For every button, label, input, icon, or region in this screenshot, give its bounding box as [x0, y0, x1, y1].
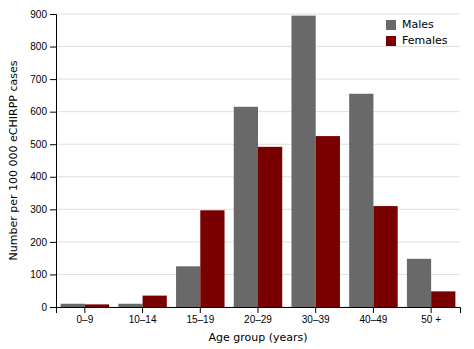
tick-label: 200 [30, 237, 47, 248]
grid-line [56, 79, 460, 80]
tick-label: 400 [30, 171, 47, 182]
tick: 700 [30, 74, 56, 85]
bar-series [61, 16, 432, 307]
bar-series [85, 136, 456, 307]
legend-swatch [386, 20, 396, 30]
bar [316, 136, 340, 307]
tick: 20–29 [244, 307, 272, 325]
tick-mark [50, 274, 56, 275]
bar [349, 94, 373, 307]
tick: 500 [30, 139, 56, 150]
bar [373, 206, 397, 307]
tick-label: 600 [30, 106, 47, 117]
axis-line [50, 15, 57, 308]
bar [291, 16, 315, 307]
tick-mark [50, 47, 56, 48]
tick: 600 [30, 106, 56, 117]
x-axis: 0–9 10–14 15–19 20–29 30–39 40–49 50 + [57, 307, 461, 325]
tick: 900 [30, 9, 56, 20]
legend-swatch [386, 36, 396, 46]
bar [234, 107, 258, 307]
tick: 40–49 [360, 307, 388, 325]
legend-label: Females [402, 34, 448, 47]
legend-item: Males [386, 18, 434, 31]
chart: 0 100 200 300 400 500 600 700 800 900 0–9 10–14 15–1… [0, 0, 474, 349]
tick-mark [50, 242, 56, 243]
x-axis-title: Age group (years) [208, 331, 307, 344]
tick: 400 [30, 171, 56, 182]
tick-label: 300 [30, 204, 47, 215]
tick: 800 [30, 41, 56, 52]
tick-label: 20–29 [244, 314, 272, 325]
bars [61, 16, 456, 307]
legend-label: Males [402, 18, 434, 31]
grid-line [56, 46, 460, 47]
tick: 100 [30, 269, 56, 280]
bar [431, 291, 455, 307]
tick-mark [50, 307, 56, 308]
tick: 15–19 [186, 307, 214, 325]
tick-label: 10–14 [129, 314, 157, 325]
tick-label: 50 + [421, 314, 441, 325]
tick-label: 0–9 [77, 314, 94, 325]
tick-mark [315, 307, 316, 313]
bar [118, 304, 142, 307]
y-axis-title: Number per 100 000 eCHIRPP cases [7, 60, 20, 260]
grid [56, 14, 460, 307]
tick-mark [50, 209, 56, 210]
tick-mark [50, 112, 56, 113]
tick-label: 500 [30, 139, 47, 150]
legend: Males Females [386, 18, 448, 47]
bar [200, 210, 224, 307]
tick-label: 15–19 [186, 314, 214, 325]
grid-line [56, 14, 460, 15]
tick-mark [50, 79, 56, 80]
bar [258, 147, 282, 307]
bar [176, 266, 200, 307]
tick-label: 40–49 [360, 314, 388, 325]
tick: 0–9 [77, 307, 94, 325]
tick-mark [258, 307, 259, 313]
tick: 30–39 [302, 307, 330, 325]
tick-mark [84, 307, 85, 313]
y-axis: 0 100 200 300 400 500 600 700 800 900 [30, 9, 56, 313]
bar [61, 304, 85, 307]
tick: 10–14 [129, 307, 157, 325]
bar [407, 259, 431, 307]
tick-label: 30–39 [302, 314, 330, 325]
tick-mark [200, 307, 201, 313]
tick: 200 [30, 237, 56, 248]
bar [143, 296, 167, 307]
tick-label: 100 [30, 269, 47, 280]
tick-label: 900 [30, 9, 47, 20]
tick-mark [50, 144, 56, 145]
tick-mark [431, 307, 432, 313]
axis-line [57, 308, 461, 314]
plot-area: 0 100 200 300 400 500 600 700 800 900 0–9 10–14 15–1… [30, 9, 460, 325]
tick-mark [373, 307, 374, 313]
bar [85, 304, 109, 307]
legend-item: Females [386, 34, 448, 47]
tick-mark [50, 177, 56, 178]
tick-label: 700 [30, 74, 47, 85]
tick-label: 800 [30, 41, 47, 52]
tick: 50 + [421, 307, 441, 325]
tick-mark [142, 307, 143, 313]
tick-mark [50, 14, 56, 15]
tick: 0 [41, 302, 56, 313]
tick-label: 0 [41, 302, 47, 313]
tick: 300 [30, 204, 56, 215]
